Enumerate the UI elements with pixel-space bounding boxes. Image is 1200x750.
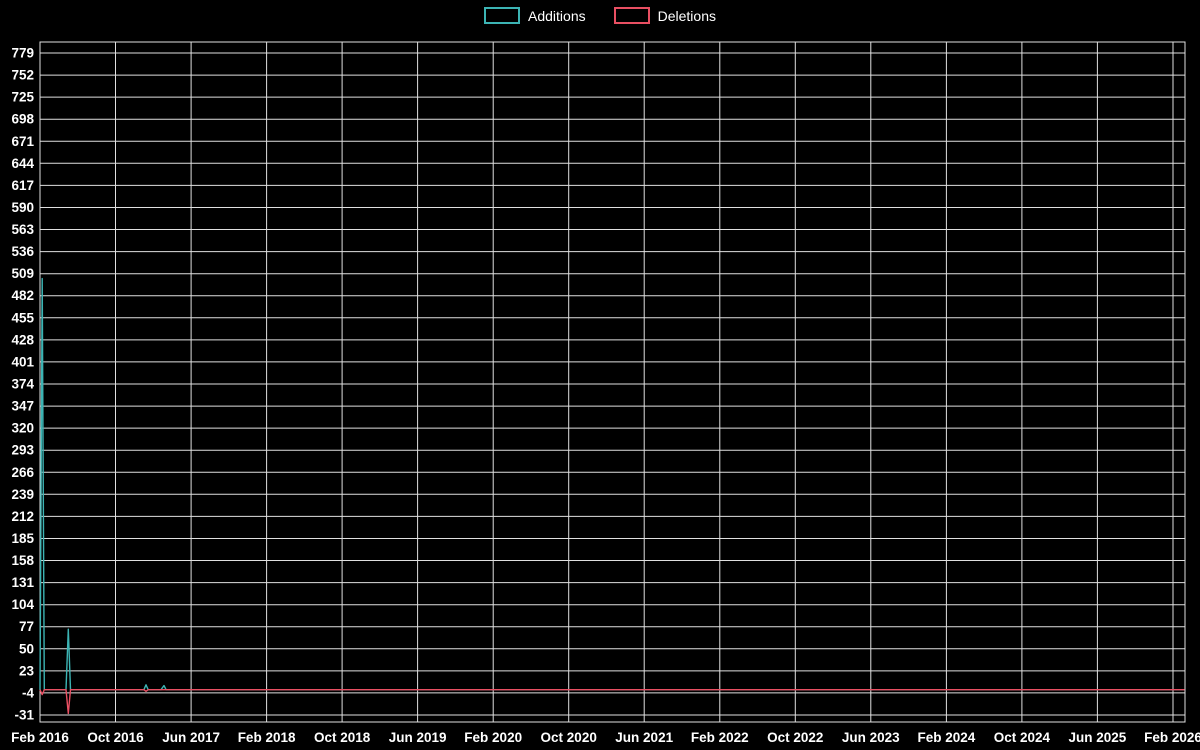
y-tick-label: 563	[11, 222, 34, 237]
deletions-swatch-icon	[613, 7, 650, 24]
y-tick-label: 725	[11, 90, 34, 105]
x-tick-label: Oct 2024	[994, 730, 1051, 745]
x-tick-label: Oct 2016	[87, 730, 144, 745]
y-tick-label: 590	[11, 200, 34, 215]
x-tick-label: Feb 2024	[918, 730, 976, 745]
y-tick-label: 158	[11, 553, 34, 568]
additions-swatch-icon	[484, 7, 521, 24]
y-tick-label: 239	[11, 487, 34, 502]
legend-item-additions[interactable]: Additions	[484, 7, 586, 24]
x-tick-label: Jun 2023	[842, 730, 900, 745]
y-tick-label: 347	[11, 399, 34, 414]
x-tick-label: Oct 2020	[541, 730, 597, 745]
x-tick-label: Feb 2020	[464, 730, 522, 745]
x-tick-label: Jun 2021	[615, 730, 673, 745]
y-tick-label: -4	[22, 685, 34, 700]
y-tick-label: 212	[11, 509, 34, 524]
x-tick-label: Oct 2022	[767, 730, 823, 745]
y-tick-label: 698	[11, 112, 34, 127]
x-tick-label: Oct 2018	[314, 730, 371, 745]
y-tick-label: 401	[11, 354, 34, 369]
x-tick-label: Jun 2019	[389, 730, 447, 745]
x-tick-label: Jun 2017	[162, 730, 220, 745]
y-tick-label: 617	[11, 178, 34, 193]
y-tick-label: 23	[19, 663, 35, 678]
y-tick-label: 671	[11, 134, 34, 149]
chart-legend: Additions Deletions	[0, 7, 1200, 24]
y-tick-label: 482	[11, 288, 34, 303]
y-tick-label: 185	[11, 531, 34, 546]
y-tick-label: 455	[11, 310, 34, 325]
x-tick-label: Feb 2018	[238, 730, 296, 745]
y-tick-label: 50	[19, 641, 34, 656]
y-tick-label: 104	[11, 597, 34, 612]
y-tick-label: 428	[11, 332, 34, 347]
deletions-line	[39, 689, 1185, 715]
y-tick-label: 509	[11, 266, 34, 281]
x-tick-label: Feb 2022	[691, 730, 749, 745]
y-tick-label: 752	[11, 68, 34, 83]
x-tick-label: Feb 2026	[1144, 730, 1200, 745]
y-tick-label: 77	[19, 619, 34, 634]
legend-label-deletions: Deletions	[657, 7, 716, 24]
plot-border	[39, 41, 1186, 723]
x-tick-label: Jun 2025	[1069, 730, 1127, 745]
y-tick-label: 779	[11, 46, 34, 61]
y-tick-label: 374	[11, 377, 34, 392]
y-tick-label: 536	[11, 244, 34, 259]
legend-item-deletions[interactable]: Deletions	[613, 7, 716, 24]
y-tick-label: 293	[11, 443, 34, 458]
y-tick-label: 320	[11, 421, 34, 436]
y-tick-label: 131	[11, 575, 34, 590]
legend-label-additions: Additions	[528, 7, 586, 24]
y-tick-label: 644	[11, 156, 34, 171]
x-tick-label: Feb 2016	[11, 730, 69, 745]
y-tick-label: -31	[14, 708, 34, 723]
y-tick-label: 266	[11, 465, 34, 480]
